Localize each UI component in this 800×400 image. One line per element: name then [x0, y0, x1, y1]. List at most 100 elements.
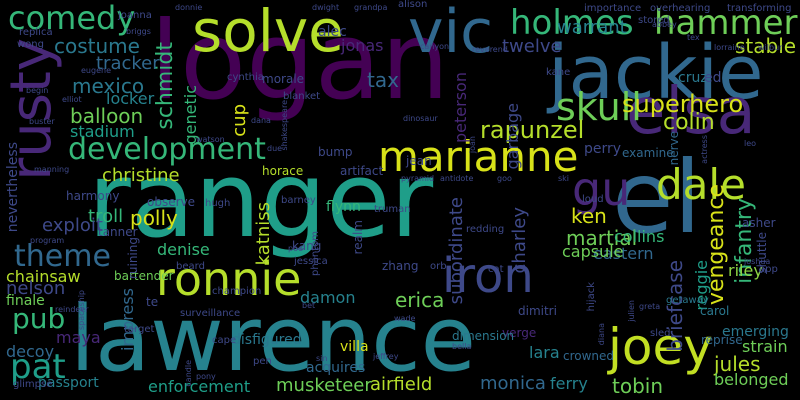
word-redding: redding [466, 224, 505, 235]
word-passport: passport [38, 375, 99, 391]
word-bartender: bartender [114, 269, 174, 283]
word-jean: jean [406, 154, 432, 168]
word-bet: bet [302, 301, 316, 310]
word-dana: dana [251, 116, 271, 125]
word-champion: champion [212, 286, 262, 297]
word-surveillance: surveillance [180, 308, 241, 319]
word-reprise: reprise [701, 333, 743, 347]
word-grandpa: grandpa [354, 3, 388, 12]
word-wong: wong [17, 39, 44, 50]
word-costume: costume [54, 34, 140, 58]
word-importance: importance [584, 3, 642, 14]
word-lara: lara [529, 343, 560, 362]
word-joshua: joshua [744, 257, 771, 266]
word-tanner: tanner [98, 225, 138, 239]
word-antidote: antidote [440, 174, 474, 183]
word-asher: asher [742, 216, 776, 230]
word-erica: erica [395, 288, 445, 312]
word-garbage: garbage [503, 103, 522, 170]
word-harmony: harmony [66, 189, 120, 203]
word-orb: orb [430, 261, 447, 272]
word-dwight: dwight [312, 3, 340, 12]
word-ruining: ruining [126, 237, 140, 280]
word-buster: buster [29, 117, 55, 126]
word-villa: villa [340, 339, 369, 355]
word-blanket: blanket [283, 91, 321, 102]
word-stored: stored [638, 15, 670, 26]
word-musketeer: musketeer [276, 375, 372, 396]
word-warrant: warrant [557, 17, 627, 38]
word-bella: bella [452, 342, 472, 351]
word-manning: manning [34, 165, 70, 174]
word-ferry: ferry [550, 374, 588, 393]
word-hugh: hugh [205, 198, 231, 209]
word-kang: kang [292, 239, 322, 253]
word-rapunzel: rapunzel [480, 116, 585, 144]
word-belonged: belonged [714, 370, 789, 389]
word-solve: solve [192, 0, 344, 65]
word-finale: finale [6, 293, 45, 309]
word-holmes: holmes [510, 3, 634, 43]
word-development: development [68, 132, 266, 167]
word-watson: watson [196, 135, 225, 144]
word-pub: pub [12, 302, 66, 335]
word-greta: greta [639, 302, 661, 311]
word-actress: actress [700, 135, 709, 164]
word-tracker: tracker [96, 53, 160, 74]
word-ken: ken [571, 204, 607, 228]
word-jessica: jessica [294, 256, 328, 267]
word-logan: logan [150, 0, 450, 124]
word-katniss: katniss [253, 202, 274, 266]
word-tobin: tobin [612, 374, 664, 398]
word-pony: pony [196, 372, 216, 381]
word-subordinate: subordinate [446, 197, 467, 305]
word-program: program [30, 236, 65, 245]
word-cape: cape [212, 335, 237, 346]
word-decoy: decoy [6, 342, 55, 361]
word-ed: ed [704, 70, 722, 86]
word-charley: charley [509, 207, 530, 274]
word-wade: wade [394, 314, 416, 323]
word-dale: dale [656, 160, 746, 209]
word-lawrence: lawrence [70, 287, 477, 392]
word-theme: theme [14, 239, 111, 274]
word-leo: leo [744, 139, 757, 148]
word-stadium: stadium [70, 122, 135, 141]
word-pat: pat [10, 347, 66, 387]
word-reverend: reverend [472, 45, 508, 54]
word-diana: diana [597, 323, 606, 346]
word-abbey: abbey [652, 20, 677, 29]
word-ski: ski [558, 174, 570, 183]
word-skull: skull [556, 85, 642, 129]
word-target: target [124, 324, 155, 335]
word-morale: morale [262, 72, 305, 86]
word-replica: replica [19, 27, 53, 38]
word-horace: horace [262, 164, 304, 178]
word-donnie: donnie [175, 3, 203, 12]
word-joanna: joanna [118, 10, 152, 21]
word-christine: christine [102, 165, 180, 186]
word-hijack: hijack [586, 282, 597, 312]
word-alison: alison [398, 0, 428, 10]
word-beard: beard [176, 261, 205, 272]
word-barney: barney [281, 195, 316, 206]
word-balloon: balloon [70, 104, 144, 128]
word-chainsaw: chainsaw [6, 267, 81, 286]
word-glimpse: glimpse [13, 379, 53, 390]
word-iron: iron [442, 248, 534, 304]
word-martial: martial [566, 226, 638, 250]
word-damon: damon [300, 288, 356, 307]
word-canyon: canyon [420, 42, 450, 51]
word-exploit: exploit [42, 215, 103, 236]
word-jules: jules [714, 352, 761, 376]
word-impress: impress [118, 288, 137, 351]
word-hammer: hammer [654, 3, 798, 43]
word-reindeer: reindeer [55, 305, 89, 314]
word-colin: colin [663, 110, 715, 135]
word-zhang: zhang [382, 259, 419, 273]
word-julien: julien [627, 300, 636, 322]
word-ranger: ranger [88, 139, 434, 261]
word-candle: candle [184, 360, 193, 387]
word-eugene: eugene [81, 66, 111, 75]
